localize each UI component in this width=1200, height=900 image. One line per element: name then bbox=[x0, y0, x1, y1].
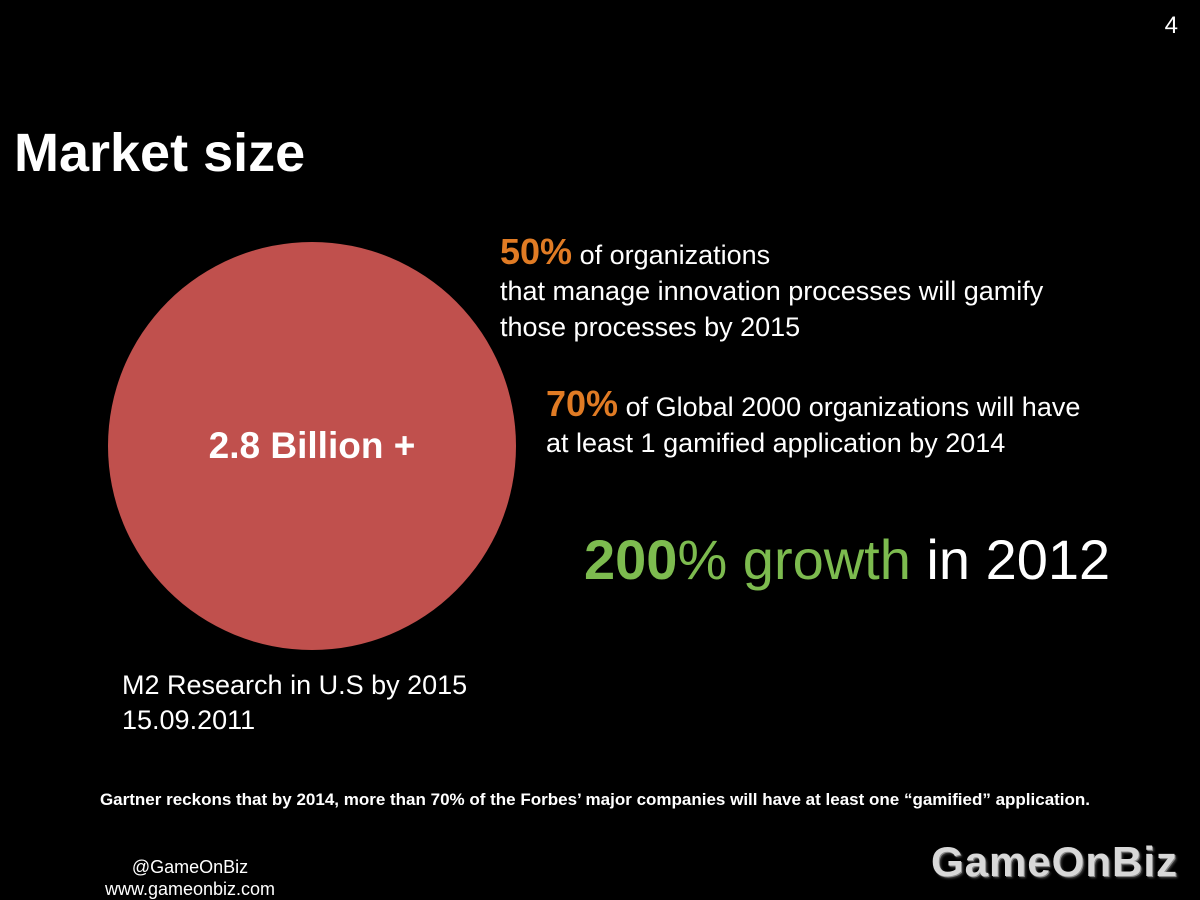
gartner-note: Gartner reckons that by 2014, more than … bbox=[99, 790, 1091, 809]
stat-70-percent: 70% of Global 2000 organizations will ha… bbox=[546, 386, 1080, 461]
stat-percent: 50% bbox=[500, 231, 573, 272]
stat-50-percent: 50% of organizations that manage innovat… bbox=[500, 234, 1043, 345]
stat-headline: 50% of organizations bbox=[500, 234, 1043, 273]
growth-headline: 200% growth in 2012 bbox=[584, 526, 1110, 593]
growth-year: in 2012 bbox=[910, 528, 1111, 591]
contact-info: @GameOnBiz www.gameonbiz.com bbox=[80, 856, 300, 900]
stat-headline: 70% of Global 2000 organizations will ha… bbox=[546, 386, 1080, 425]
stat-lead-text: of organizations bbox=[572, 240, 771, 270]
stat-line: at least 1 gamified application by 2014 bbox=[546, 428, 1006, 458]
market-size-circle: 2.8 Billion + bbox=[108, 242, 516, 650]
slide-title: Market size bbox=[14, 123, 306, 183]
growth-percent-sign: % bbox=[677, 528, 728, 591]
stat-line: that manage innovation processes will ga… bbox=[500, 276, 1044, 306]
stat-lead-text: of Global 2000 organizations will have bbox=[618, 392, 1081, 422]
gameonbiz-logo: GameOnBiz bbox=[930, 838, 1178, 885]
source-date: 15.09.2011 bbox=[122, 705, 256, 735]
stat-percent: 70% bbox=[546, 383, 619, 424]
page-number: 4 bbox=[1164, 12, 1178, 39]
growth-number: 200 bbox=[584, 528, 678, 591]
source-line: M2 Research in U.S by 2015 bbox=[122, 670, 468, 700]
source-citation: M2 Research in U.S by 2015 15.09.2011 bbox=[122, 668, 467, 738]
twitter-handle: @GameOnBiz bbox=[131, 857, 249, 877]
website-link[interactable]: www.gameonbiz.com bbox=[104, 879, 276, 899]
growth-word: growth bbox=[727, 528, 911, 591]
stat-line: those processes by 2015 bbox=[500, 312, 801, 342]
circle-label: 2.8 Billion + bbox=[208, 425, 416, 466]
